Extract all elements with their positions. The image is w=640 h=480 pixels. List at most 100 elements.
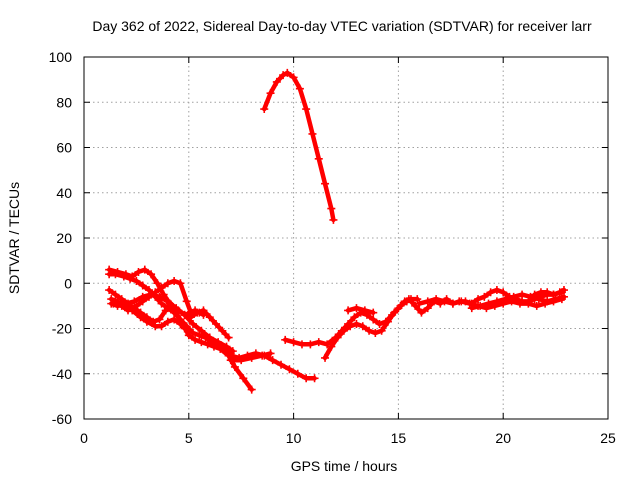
data-point-marker: [375, 319, 384, 328]
data-point-marker: [184, 331, 193, 340]
data-point-marker: [111, 290, 120, 299]
data-point-marker: [130, 297, 139, 306]
data-point-marker: [360, 306, 369, 315]
series-line: [345, 305, 376, 315]
data-point-marker: [132, 301, 141, 310]
data-point-marker: [266, 89, 275, 98]
data-point-marker: [155, 292, 164, 301]
data-point-marker: [314, 338, 323, 347]
x-axis-title: GPS time / hours: [291, 458, 398, 474]
data-point-marker: [518, 290, 527, 299]
y-tick-label: -60: [52, 411, 72, 427]
data-point-marker: [136, 313, 145, 322]
data-point-marker: [396, 301, 405, 310]
data-point-marker: [132, 276, 141, 285]
data-point-marker: [266, 349, 275, 358]
data-point-marker: [151, 288, 160, 297]
data-point-marker: [432, 295, 441, 304]
data-point-marker: [277, 360, 286, 369]
data-point-marker: [195, 308, 204, 317]
data-point-marker: [358, 322, 367, 331]
data-point-marker: [226, 356, 235, 365]
data-point-marker: [526, 292, 535, 301]
data-point-marker: [339, 326, 348, 335]
data-point-marker: [188, 319, 197, 328]
series-1: [260, 68, 338, 224]
data-point-marker: [117, 301, 126, 310]
x-tick-label: 25: [600, 430, 616, 446]
data-point-marker: [423, 304, 432, 313]
data-point-marker: [205, 333, 214, 342]
data-point-marker: [344, 306, 353, 315]
data-point-marker: [369, 315, 378, 324]
data-point-marker: [224, 333, 233, 342]
x-tick-label: 0: [80, 430, 88, 446]
data-point-marker: [423, 297, 432, 306]
data-point-marker: [543, 297, 552, 306]
data-point-marker: [205, 313, 214, 322]
data-point-marker: [170, 276, 179, 285]
data-point-marker: [161, 306, 170, 315]
data-point-marker: [404, 295, 413, 304]
data-point-marker: [283, 68, 292, 77]
data-point-marker: [559, 286, 568, 295]
data-point-marker: [176, 279, 185, 288]
data-point-marker: [214, 338, 223, 347]
data-point-marker: [308, 129, 317, 138]
data-point-marker: [180, 310, 189, 319]
series-9: [184, 306, 208, 319]
data-point-marker: [157, 283, 166, 292]
data-point-marker: [258, 351, 267, 360]
data-point-marker: [109, 299, 118, 308]
data-point-marker: [163, 317, 172, 326]
data-point-marker: [105, 286, 114, 295]
series-17: [467, 290, 568, 313]
data-point-marker: [501, 295, 510, 304]
data-point-marker: [465, 299, 474, 308]
data-point-marker: [413, 295, 422, 304]
data-point-marker: [492, 286, 501, 295]
data-point-marker: [197, 338, 206, 347]
data-point-marker: [551, 295, 560, 304]
data-point-marker: [289, 338, 298, 347]
series-14: [344, 304, 378, 317]
data-point-marker: [365, 326, 374, 335]
x-tick-label: 20: [495, 430, 511, 446]
data-point-marker: [352, 319, 361, 328]
data-point-marker: [237, 356, 246, 365]
y-tick-label: 20: [56, 230, 72, 246]
x-tick-label: 15: [391, 430, 407, 446]
data-point-marker: [350, 313, 359, 322]
data-point-marker: [310, 374, 319, 383]
data-point-marker: [239, 374, 248, 383]
data-point-marker: [268, 356, 277, 365]
data-point-marker: [515, 299, 524, 308]
data-point-marker: [212, 319, 221, 328]
data-point-marker: [182, 297, 191, 306]
data-point-marker: [285, 365, 294, 374]
data-point-marker: [417, 308, 426, 317]
data-point-marker: [440, 297, 449, 306]
data-point-marker: [297, 340, 306, 349]
data-point-marker: [107, 295, 116, 304]
series-10: [226, 349, 319, 383]
data-point-marker: [230, 362, 239, 371]
series-line: [186, 308, 206, 318]
data-point-marker: [530, 290, 539, 299]
series-8: [128, 306, 189, 333]
data-point-marker: [467, 304, 476, 313]
data-point-marker: [144, 292, 153, 301]
data-point-marker: [157, 322, 166, 331]
data-point-marker: [327, 342, 336, 351]
x-tick-label: 10: [286, 430, 302, 446]
data-point-marker: [486, 288, 495, 297]
data-point-marker: [329, 215, 338, 224]
series-4: [105, 286, 233, 342]
data-point-marker: [415, 299, 424, 308]
series-line: [106, 287, 231, 340]
data-point-marker: [153, 279, 162, 288]
data-point-marker: [128, 306, 137, 315]
data-point-marker: [247, 385, 256, 394]
data-point-marker: [163, 279, 172, 288]
